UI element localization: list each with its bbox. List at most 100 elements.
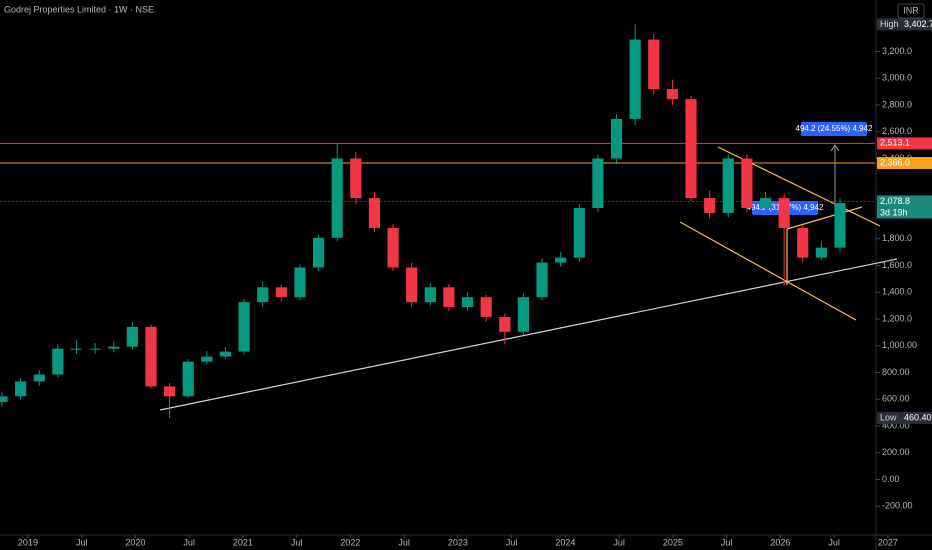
tag-name: Low	[880, 412, 897, 422]
y-tick-label: 2,600.0	[882, 126, 912, 136]
y-tick-label: 3,200.0	[882, 46, 912, 56]
candle-body	[182, 361, 194, 397]
x-tick-label: Jul	[613, 537, 625, 547]
candle-body	[350, 158, 362, 199]
y-tick-label: 0.00	[882, 474, 900, 484]
candle-body	[722, 158, 734, 213]
candle-body	[704, 198, 716, 213]
annotation: 494.2 (24.55%) 4,942	[796, 124, 873, 133]
candle-body	[406, 267, 418, 303]
y-tick-label: 1,600.0	[882, 260, 912, 270]
candle-body	[257, 287, 269, 303]
x-tick-label: 2020	[125, 537, 145, 547]
tag-name-box	[877, 18, 901, 31]
channel-line	[679, 221, 857, 321]
candle-body	[797, 227, 809, 258]
candle-body	[145, 326, 157, 387]
x-tick-label: Jul	[183, 537, 195, 547]
y-tick-label: 1,400.0	[882, 287, 912, 297]
candle-body	[517, 297, 530, 332]
candle-body	[164, 386, 176, 397]
y-tick-label: 2,800.0	[882, 99, 912, 109]
x-tick-label: 2025	[663, 537, 683, 547]
candle-body	[685, 99, 697, 199]
price-tag	[877, 137, 932, 150]
candle-body	[461, 297, 474, 308]
y-tick-label: 400.00	[882, 420, 910, 430]
candle-body	[331, 158, 343, 238]
y-tick-label: 3,000.0	[882, 73, 912, 83]
candle-body	[312, 237, 325, 268]
candle-body	[759, 198, 772, 208]
price-tag	[901, 411, 932, 424]
candle-body	[201, 356, 213, 362]
price-tag	[901, 18, 932, 31]
candle-body	[108, 346, 120, 349]
countdown-box	[877, 207, 932, 219]
candle-body	[70, 348, 83, 350]
candle-body	[52, 348, 64, 375]
x-tick-label: 2027	[878, 537, 898, 547]
candle-body	[573, 207, 585, 258]
x-tick-label: Jul	[721, 537, 733, 547]
candle-body	[480, 297, 492, 317]
x-tick-label: 2026	[770, 537, 790, 547]
y-tick-label: 1,800.0	[882, 233, 912, 243]
flag-line	[786, 206, 863, 230]
y-tick-label: 1,200.0	[882, 313, 912, 323]
y-tick-label: 800.00	[882, 367, 910, 377]
candle-body	[610, 118, 623, 159]
candle-body	[536, 262, 548, 298]
candle-body	[499, 316, 511, 332]
price-tag-label: 2,078.8	[880, 196, 910, 206]
candle-body	[219, 351, 232, 357]
price-tag	[877, 195, 932, 208]
currency: INR	[903, 5, 919, 15]
candle-body	[778, 198, 790, 228]
candle-body	[648, 39, 660, 90]
price-tag-label: 2,366.0	[880, 157, 910, 167]
y-tick-label: -200.00	[882, 501, 913, 511]
candle-body	[33, 374, 45, 382]
x-tick-label: Jul	[828, 537, 840, 547]
x-tick-label: 2021	[233, 537, 253, 547]
y-tick-label: 200.00	[882, 447, 910, 457]
y-tick-label: 600.00	[882, 394, 910, 404]
x-tick-label: 2023	[448, 537, 468, 547]
candle-body	[387, 227, 399, 268]
tag-name-box	[877, 411, 901, 424]
candle-body	[629, 39, 641, 119]
candle-body	[275, 287, 287, 298]
price-tag	[877, 157, 932, 170]
measure-arrow	[830, 144, 840, 152]
tag-name: High	[880, 19, 899, 29]
annotation-box	[801, 122, 867, 136]
currency-box	[897, 3, 925, 19]
candle-body	[666, 89, 678, 100]
x-tick-label: 2022	[340, 537, 360, 547]
x-tick-label: Jul	[76, 537, 88, 547]
candle-body	[0, 396, 8, 402]
x-tick-label: 2024	[555, 537, 575, 547]
chart-title: Godrej Properties Limited · 1W · NSE	[4, 4, 154, 14]
candle-body	[741, 158, 753, 208]
countdown: 3d 19h	[880, 207, 908, 217]
candle-body	[424, 287, 436, 303]
candle-body	[815, 247, 827, 258]
trendline	[159, 258, 898, 411]
price-tag-label: 2,513.1	[880, 138, 910, 148]
candle-body	[368, 198, 381, 228]
candle-body	[126, 326, 138, 347]
candle-body	[238, 302, 250, 352]
candle-body	[834, 203, 846, 248]
candle-body	[15, 381, 27, 397]
candle-body	[443, 287, 455, 308]
x-tick-label: 2019	[18, 537, 38, 547]
price-tag-label: 3,402.7	[904, 19, 932, 29]
candle-body	[89, 348, 101, 350]
x-tick-label: Jul	[291, 537, 303, 547]
candle-body	[592, 158, 604, 208]
